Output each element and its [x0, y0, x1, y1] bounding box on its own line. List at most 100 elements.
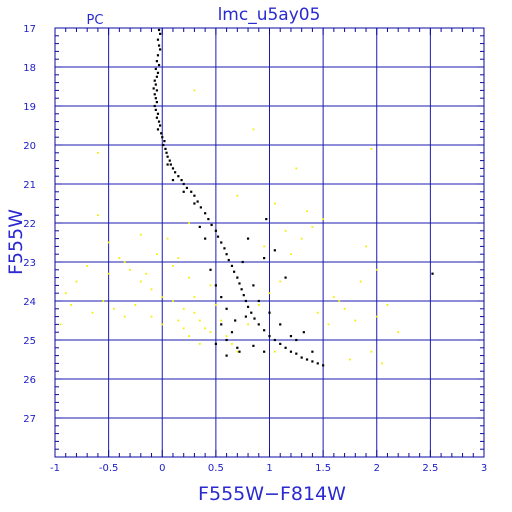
- field-star-point: [311, 226, 314, 228]
- cluster-star-point: [246, 237, 250, 240]
- cluster-star-point: [225, 307, 228, 310]
- field-star-point: [236, 350, 239, 353]
- field-star-point: [231, 343, 233, 345]
- field-star-point: [113, 307, 115, 310]
- x-tick-label: 2: [374, 463, 380, 474]
- cluster-star-point: [166, 155, 169, 158]
- field-star-point: [134, 304, 137, 306]
- cluster-star-point: [185, 186, 189, 189]
- cluster-star-point: [198, 225, 201, 228]
- cluster-star-point: [265, 218, 268, 221]
- cluster-star-point: [152, 87, 155, 90]
- cluster-star-point: [154, 97, 157, 100]
- cluster-star-point: [238, 350, 241, 353]
- field-star-point: [225, 335, 228, 337]
- y-tick-label: 27: [23, 414, 36, 425]
- cluster-star-point: [230, 331, 234, 334]
- field-star-point: [209, 284, 212, 287]
- cluster-star-point: [214, 342, 217, 345]
- field-star-point: [375, 268, 378, 271]
- cluster-star-point: [214, 284, 217, 287]
- tick-labels: -1 -0.5 0 0.5 1 1.5 2 2.5 3 17 18 19 20 21 22 23 24 25 26 2…: [23, 24, 487, 474]
- cluster-star-point: [169, 163, 172, 166]
- cluster-star-point: [225, 253, 228, 256]
- cluster-star-point: [204, 212, 207, 215]
- cluster-star-point: [214, 229, 217, 232]
- cluster-star-point: [159, 32, 162, 35]
- cluster-star-point: [431, 272, 434, 275]
- y-tick-label: 26: [23, 375, 36, 386]
- cluster-star-point: [177, 175, 180, 178]
- y-axis-title: F555W: [5, 209, 27, 275]
- field-star-point: [343, 307, 346, 310]
- field-star-point: [59, 323, 62, 326]
- cluster-star-point: [168, 159, 171, 162]
- x-tick-label: 0.5: [208, 463, 224, 474]
- series-cluster-stars: [152, 28, 434, 367]
- cluster-star-point: [257, 323, 260, 326]
- field-star-point: [349, 358, 351, 361]
- cluster-star-point: [257, 299, 260, 303]
- field-star-point: [338, 300, 341, 302]
- cluster-star-point: [164, 147, 167, 150]
- x-tick-label: 1.5: [315, 463, 331, 474]
- field-star-point: [91, 311, 94, 314]
- field-star-point: [247, 323, 249, 326]
- cluster-star-point: [155, 75, 158, 78]
- cluster-star-point: [155, 101, 158, 104]
- cluster-star-point: [166, 163, 169, 166]
- cluster-star-point: [220, 296, 223, 299]
- field-star-point: [145, 272, 148, 275]
- cluster-star-point: [163, 140, 166, 143]
- cluster-star-point: [182, 182, 185, 186]
- cluster-star-point: [155, 89, 158, 92]
- cluster-star-point: [171, 179, 175, 182]
- field-star-point: [332, 296, 335, 298]
- cluster-star-point: [311, 350, 314, 353]
- cluster-star-point: [268, 311, 271, 314]
- field-star-point: [306, 210, 308, 213]
- field-star-point: [75, 280, 78, 283]
- field-star-point: [300, 237, 303, 240]
- field-star-point: [161, 296, 164, 298]
- cluster-star-point: [234, 319, 237, 322]
- cluster-star-point: [289, 335, 293, 338]
- cluster-star-point: [204, 237, 207, 240]
- cluster-star-point: [295, 338, 298, 342]
- field-star-point: [316, 311, 319, 314]
- cluster-star-point: [233, 270, 236, 273]
- cluster-star-point: [240, 288, 243, 291]
- field-star-point: [123, 315, 126, 318]
- cluster-star-point: [193, 202, 196, 205]
- chart-title: lmc_u5ay05: [218, 5, 321, 25]
- field-star-point: [182, 327, 185, 330]
- y-tick-label: 18: [23, 63, 36, 74]
- x-tick-label: -1: [50, 463, 60, 474]
- field-star-point: [295, 167, 298, 170]
- cluster-star-point: [210, 223, 213, 227]
- cluster-star-point: [155, 60, 158, 63]
- cluster-star-point: [238, 282, 241, 285]
- cluster-star-point: [159, 124, 162, 127]
- cluster-star-point: [236, 346, 239, 349]
- cluster-star-point: [316, 362, 319, 365]
- field-star-point: [188, 276, 190, 279]
- x-axis-title: F555W−F814W: [198, 483, 346, 505]
- field-star-point: [220, 319, 223, 322]
- field-star-point: [359, 280, 362, 283]
- field-star-point: [177, 257, 180, 259]
- field-star-point: [209, 331, 212, 334]
- field-star-point: [129, 268, 131, 271]
- cluster-star-point: [161, 136, 164, 139]
- field-star-point: [193, 89, 196, 92]
- field-star-point: [284, 229, 287, 232]
- cluster-star-point: [156, 128, 160, 131]
- field-star-point: [193, 296, 196, 298]
- field-star-point: [252, 128, 255, 131]
- cluster-star-point: [305, 358, 309, 361]
- cluster-star-point: [154, 67, 157, 71]
- field-star-point: [322, 218, 325, 220]
- field-star-point: [236, 194, 239, 197]
- x-tick-label: 3: [481, 463, 487, 474]
- field-star-point: [370, 148, 373, 150]
